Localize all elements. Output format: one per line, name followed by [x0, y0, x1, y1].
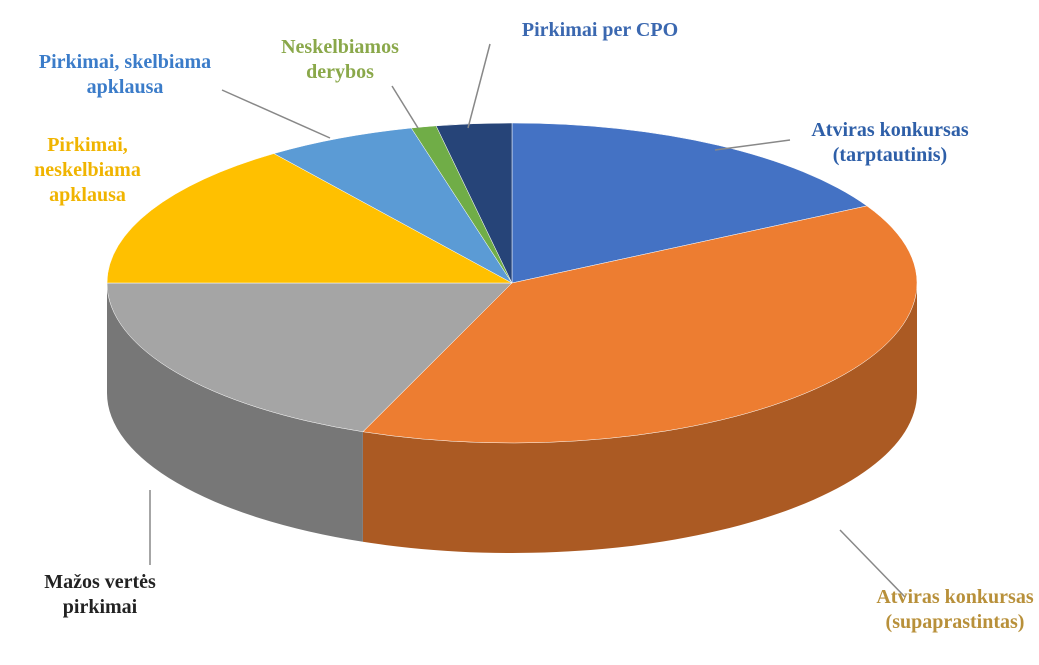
leader-line: [467, 43, 491, 129]
slice-label: Pirkimai per CPO: [521, 19, 679, 41]
slice-side: [107, 283, 363, 542]
slice: [362, 205, 918, 444]
slice-label: Neskelbiamos derybos: [281, 36, 399, 83]
leader-line: [221, 89, 331, 139]
slice: [106, 282, 513, 433]
leader-line: [839, 529, 906, 598]
slice: [511, 122, 868, 284]
slice-label: Pirkimai, skelbiama apklausa: [38, 51, 212, 98]
slice: [106, 153, 513, 284]
slice-label: Atviras konkursas (tarptautinis): [811, 119, 969, 166]
slice-label: Mažos vertės pirkimai: [44, 571, 156, 618]
slice-label: Atviras konkursas (supaprastintas): [876, 586, 1034, 633]
slice-side: [362, 283, 917, 553]
leader-line: [714, 139, 791, 151]
slice: [435, 122, 513, 284]
slice: [273, 127, 513, 284]
slice-label: Pirkimai, neskelbiama apklausa: [34, 134, 141, 206]
leader-line: [391, 85, 419, 129]
